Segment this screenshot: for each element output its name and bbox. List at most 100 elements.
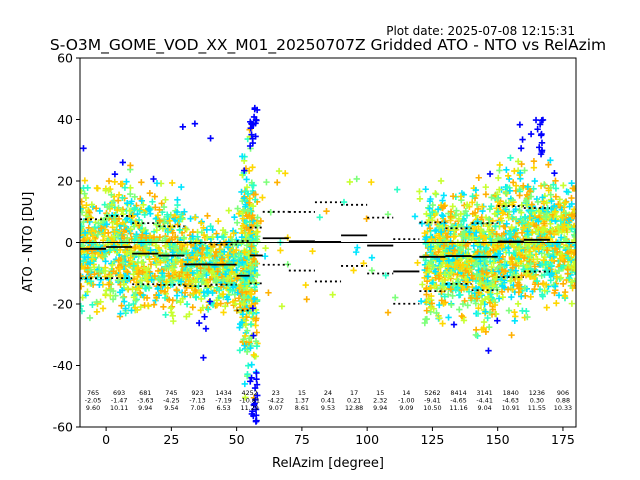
bin-mean-label: 2.32	[373, 397, 387, 405]
data-point	[114, 206, 121, 214]
data-point	[252, 322, 259, 329]
data-point	[138, 259, 145, 267]
data-point	[445, 314, 452, 321]
data-point	[505, 208, 513, 216]
data-point	[555, 267, 563, 275]
data-point	[249, 139, 257, 147]
data-point	[426, 284, 434, 292]
data-point	[231, 240, 238, 247]
data-point	[150, 175, 157, 183]
data-point	[543, 304, 550, 311]
data-point	[173, 208, 181, 216]
data-point	[550, 253, 557, 261]
data-point	[354, 244, 361, 251]
data-point	[451, 263, 459, 271]
data-point	[89, 301, 96, 308]
data-point	[467, 294, 475, 302]
data-point	[243, 184, 251, 191]
data-point	[509, 179, 517, 186]
data-point	[505, 175, 513, 183]
data-point	[551, 245, 559, 252]
data-point	[209, 234, 216, 241]
bin-mean-label: 0.30	[530, 397, 544, 405]
data-point	[80, 261, 84, 269]
data-point	[448, 269, 455, 276]
data-point	[139, 268, 146, 276]
data-point	[456, 265, 464, 272]
data-point	[426, 225, 434, 232]
data-point	[209, 289, 216, 297]
data-point	[482, 308, 489, 315]
data-point	[116, 265, 124, 272]
data-point	[114, 220, 121, 227]
data-point	[439, 223, 447, 230]
data-point	[477, 301, 485, 308]
data-point	[417, 297, 425, 305]
data-point	[471, 209, 479, 216]
data-point	[438, 211, 446, 219]
data-point	[505, 244, 512, 252]
data-point	[160, 303, 167, 311]
data-point	[240, 300, 248, 308]
data-point	[568, 279, 576, 286]
data-point	[421, 319, 429, 327]
data-point	[207, 135, 214, 142]
data-point	[499, 235, 507, 242]
data-point	[527, 293, 534, 300]
data-point	[247, 344, 254, 352]
data-point	[450, 233, 458, 240]
data-point	[551, 208, 559, 215]
data-point	[191, 120, 199, 127]
data-point	[177, 215, 184, 223]
data-point	[254, 214, 261, 221]
data-point	[254, 238, 261, 245]
data-point	[570, 213, 576, 220]
data-point	[219, 227, 227, 234]
data-point	[423, 307, 431, 314]
data-point	[445, 274, 452, 281]
data-point	[80, 283, 85, 290]
data-point	[104, 213, 112, 221]
data-point	[540, 256, 547, 264]
data-point	[111, 178, 118, 186]
data-point	[179, 295, 186, 302]
data-point	[81, 177, 89, 184]
data-point	[160, 203, 168, 211]
data-point	[491, 301, 499, 309]
data-point	[80, 302, 84, 310]
data-point	[494, 242, 501, 249]
data-point	[210, 257, 217, 265]
data-point	[538, 117, 545, 124]
data-point	[487, 279, 495, 286]
bin-count-label: 15	[376, 389, 384, 397]
data-point	[236, 347, 244, 354]
data-point	[87, 266, 94, 273]
data-point	[127, 190, 134, 198]
data-point	[504, 272, 511, 279]
data-point	[108, 191, 115, 199]
data-point	[162, 278, 170, 285]
data-point	[91, 224, 98, 231]
data-point	[253, 329, 260, 336]
data-point	[482, 183, 489, 191]
data-point	[469, 193, 476, 200]
data-point	[241, 380, 248, 388]
data-point	[529, 229, 536, 236]
data-point	[547, 266, 554, 273]
bin-std-label: 9.53	[321, 404, 335, 412]
bin-std-label: 11.16	[449, 404, 467, 412]
data-point	[449, 292, 456, 300]
data-point	[169, 312, 176, 319]
data-point	[155, 291, 163, 299]
bin-std-label: 8.61	[295, 404, 309, 412]
data-point	[534, 198, 542, 206]
data-point	[469, 199, 476, 206]
data-point	[278, 303, 286, 310]
data-point	[523, 198, 530, 206]
data-point	[508, 255, 516, 263]
data-point	[162, 243, 170, 250]
data-point	[169, 249, 176, 256]
data-point	[206, 298, 214, 305]
data-point	[368, 178, 375, 186]
bin-count-label: 3141	[476, 389, 492, 397]
